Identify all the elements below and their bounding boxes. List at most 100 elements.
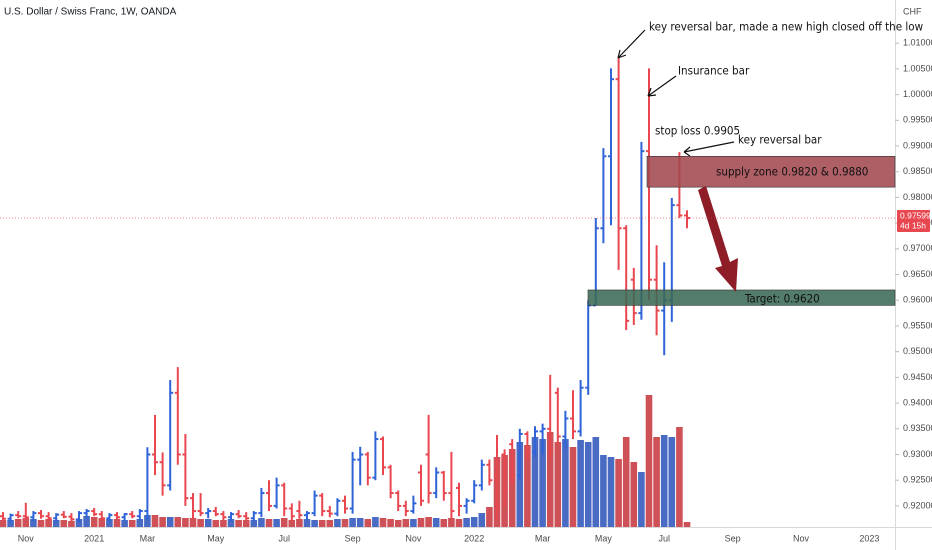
volume-bar bbox=[128, 520, 136, 527]
volume-bar bbox=[645, 395, 653, 527]
volume-bar bbox=[524, 445, 531, 527]
volume-bar bbox=[60, 520, 68, 527]
volume-bar bbox=[242, 520, 250, 527]
volume-bar bbox=[182, 518, 189, 527]
x-tick-label: Nov bbox=[793, 533, 810, 543]
volume-bar bbox=[235, 520, 242, 527]
volume-bar bbox=[68, 521, 75, 527]
x-tick-label: May bbox=[207, 533, 225, 543]
volume-bar bbox=[630, 462, 638, 527]
volume-bar bbox=[516, 442, 524, 527]
volume-bar bbox=[37, 520, 45, 527]
x-tick-label: Mar bbox=[140, 533, 156, 543]
volume-bar bbox=[622, 437, 630, 527]
volume-bar bbox=[303, 519, 311, 527]
annotation: key reversal bar, made a new high closed… bbox=[649, 20, 924, 34]
volume-bar bbox=[14, 519, 22, 527]
chart-title: U.S. Dollar / Swiss Franc, 1W, OANDA bbox=[4, 7, 177, 18]
volume-bar bbox=[539, 439, 546, 527]
volume-bar bbox=[577, 440, 584, 527]
volume-bar bbox=[592, 437, 600, 527]
volume-layer bbox=[0, 395, 691, 527]
volume-bar bbox=[311, 520, 318, 527]
arrow bbox=[617, 29, 646, 59]
zone-label: Target: 0.9620 bbox=[744, 292, 820, 306]
volume-bar bbox=[562, 439, 569, 527]
x-tick-label: May bbox=[595, 533, 613, 543]
volume-bar bbox=[569, 447, 577, 527]
volume-bar bbox=[22, 518, 30, 527]
volume-bar bbox=[615, 459, 622, 527]
volume-bar bbox=[136, 519, 144, 527]
volume-bar bbox=[463, 518, 470, 527]
zone bbox=[587, 289, 896, 306]
volume-bar bbox=[30, 519, 37, 527]
volume-bar bbox=[668, 437, 676, 527]
volume-bar bbox=[212, 520, 220, 527]
volume-bar bbox=[349, 518, 356, 527]
volume-bar bbox=[45, 519, 52, 527]
x-tick-label: Sep bbox=[725, 533, 741, 543]
volume-bar bbox=[318, 520, 326, 527]
y-tick-label: 0.99500 bbox=[903, 115, 932, 125]
volume-bar bbox=[7, 520, 14, 527]
zone-layer bbox=[587, 156, 896, 306]
last-price-box bbox=[897, 210, 930, 233]
volume-bar bbox=[356, 518, 364, 527]
volume-bar bbox=[296, 519, 303, 527]
price-layer bbox=[0, 58, 690, 523]
volume-bar bbox=[288, 520, 296, 527]
volume-bar bbox=[440, 519, 448, 527]
volume-bar bbox=[676, 427, 683, 527]
volume-bar bbox=[410, 519, 417, 527]
zone bbox=[646, 156, 896, 188]
volume-bar bbox=[265, 519, 273, 527]
volume-bar bbox=[402, 519, 410, 527]
volume-bar bbox=[52, 520, 60, 527]
volume-bar bbox=[478, 513, 486, 527]
x-tick-label: Sep bbox=[345, 533, 361, 543]
volume-bar bbox=[584, 442, 592, 527]
volume-bar bbox=[653, 437, 660, 527]
last-price-label: 0.97599 bbox=[900, 210, 931, 220]
volume-bar bbox=[455, 519, 463, 527]
x-tick-label: 2022 bbox=[464, 533, 484, 543]
volume-bar bbox=[90, 517, 98, 527]
volume-bar bbox=[0, 520, 7, 527]
arrow bbox=[683, 141, 735, 157]
annotation: key reversal bar bbox=[738, 133, 822, 147]
big-arrow bbox=[698, 186, 738, 292]
volume-bar bbox=[600, 455, 607, 527]
x-tick-label: Mar bbox=[535, 533, 551, 543]
volume-bar bbox=[470, 517, 478, 527]
volume-bar bbox=[220, 520, 227, 527]
volume-bar bbox=[425, 517, 432, 527]
annotations: key reversal bar, made a new high closed… bbox=[617, 20, 924, 306]
volume-bar bbox=[417, 518, 425, 527]
volume-bar bbox=[174, 517, 182, 527]
x-tick-label: Jul bbox=[658, 533, 670, 543]
volume-bar bbox=[379, 518, 387, 527]
arrow bbox=[647, 75, 677, 97]
annotation: stop loss 0.9905 bbox=[655, 124, 740, 138]
volume-bar bbox=[607, 457, 615, 527]
volume-bar bbox=[75, 519, 83, 527]
volume-bar bbox=[227, 519, 235, 527]
x-tick-label: Nov bbox=[18, 533, 35, 543]
countdown-label: 4d 15h bbox=[900, 220, 926, 230]
arrows bbox=[617, 29, 735, 157]
